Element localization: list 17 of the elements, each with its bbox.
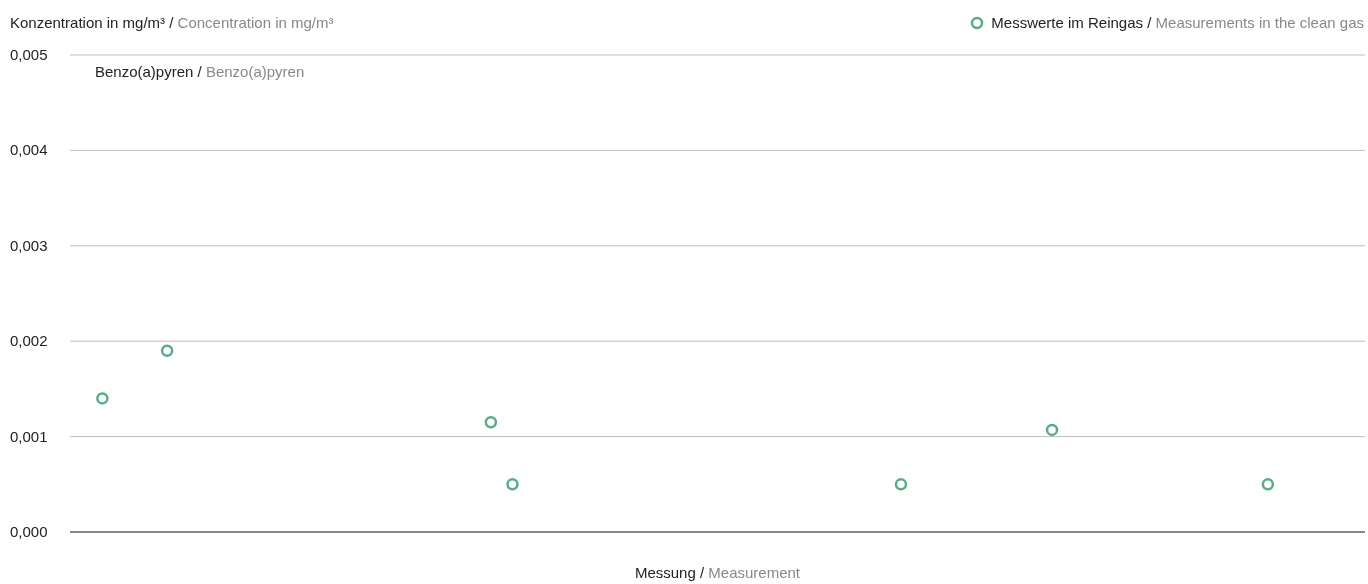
point (506, 478, 519, 491)
y-tick-label: 0,001 (10, 427, 48, 445)
point (484, 416, 498, 429)
y-tick-label: 0,005 (10, 46, 48, 63)
point (1261, 478, 1275, 491)
y-axis-title: Konzentration in mg/m³ / Concentration in mg/m³ (10, 14, 334, 31)
point (1045, 423, 1059, 437)
point (160, 344, 174, 357)
y-tick-label: 0,003 (10, 236, 48, 254)
x-axis-title: Messung / Measurement (634, 564, 801, 581)
point (894, 478, 908, 491)
y-tick-label: 0,004 (10, 141, 48, 159)
point (96, 392, 109, 405)
legend-label: Messwerte im Reingas / Measurements in the clean gas (991, 14, 1364, 31)
y-tick-label: 0,000 (10, 523, 48, 540)
y-tick-label: 0,002 (10, 332, 48, 350)
text: Benzo(a)pyren / Benzo(a)pyren (95, 63, 305, 80)
